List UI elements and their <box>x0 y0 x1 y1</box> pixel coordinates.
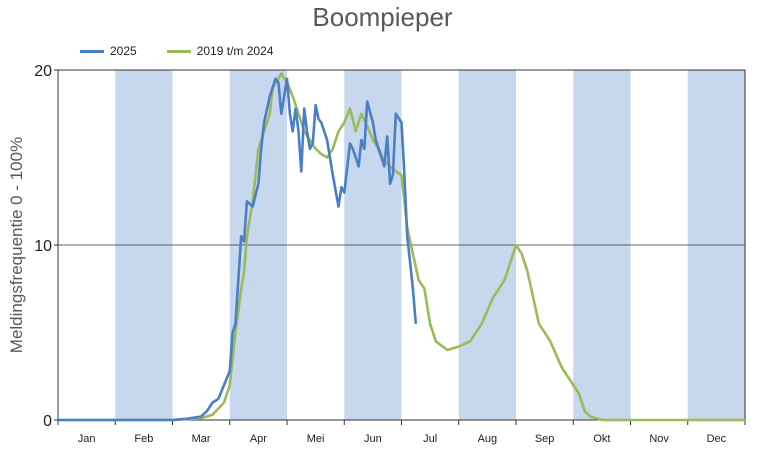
x-tick-label-mei: Mei <box>307 433 325 445</box>
legend-swatch-2019-2024 <box>166 49 191 53</box>
x-tick-label-mar: Mar <box>192 433 211 445</box>
y-tick-label-10: 10 <box>34 238 52 255</box>
x-tick-label-aug: Aug <box>478 433 498 445</box>
legend-item-2019-2024: 2019 t/m 2024 <box>166 44 274 58</box>
y-tick-label-0: 0 <box>43 413 52 430</box>
legend: 2025 2019 t/m 2024 <box>80 44 303 58</box>
x-tick-label-sep: Sep <box>535 433 555 445</box>
x-tick-label-nov: Nov <box>649 433 669 445</box>
legend-swatch-2025 <box>80 49 104 53</box>
legend-label-2025: 2025 <box>110 44 137 58</box>
x-tick-label-jan: Jan <box>78 433 96 445</box>
x-tick-label-jun: Jun <box>364 433 382 445</box>
chart-title: Boompieper <box>312 2 453 32</box>
x-tick-label-apr: Apr <box>250 433 267 445</box>
x-tick-label-okt: Okt <box>593 433 610 445</box>
x-tick-label-dec: Dec <box>707 433 727 445</box>
x-tick-label-jul: Jul <box>423 433 437 445</box>
x-tick-label-feb: Feb <box>134 433 153 445</box>
legend-label-2019-2024: 2019 t/m 2024 <box>196 44 274 58</box>
series-line-2025 <box>58 77 418 422</box>
y-tick-label-20: 20 <box>34 63 52 80</box>
legend-item-2025: 2025 <box>80 44 137 58</box>
